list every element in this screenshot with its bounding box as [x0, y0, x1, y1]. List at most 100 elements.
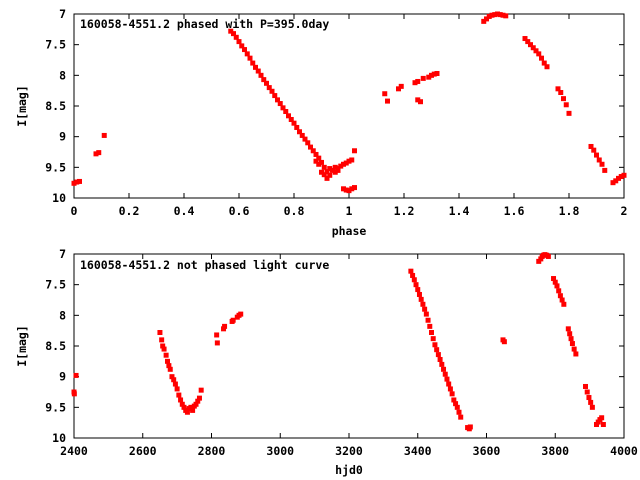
data-point	[178, 397, 184, 403]
data-point	[589, 404, 595, 410]
data-point	[486, 13, 492, 19]
data-point	[247, 55, 253, 61]
data-point	[96, 150, 102, 156]
data-point	[291, 120, 297, 126]
data-point	[571, 346, 577, 352]
data-point	[434, 347, 440, 353]
x-tick-label: 1.4	[449, 204, 470, 218]
data-point	[565, 326, 571, 332]
data-point	[385, 98, 390, 104]
data-point	[435, 352, 441, 358]
data-point	[286, 113, 291, 119]
data-point	[283, 109, 289, 115]
y-tick-label: 7	[59, 7, 66, 21]
plot-title: 160058-4551.2 not phased light curve	[80, 258, 329, 272]
data-point	[324, 169, 330, 175]
data-point	[316, 161, 322, 167]
data-point	[214, 340, 220, 346]
data-point	[458, 414, 464, 420]
y-tick-label: 8.5	[45, 339, 66, 353]
y-tick-label: 7	[59, 247, 66, 261]
data-point	[503, 13, 509, 19]
data-point	[563, 102, 569, 108]
data-point	[561, 96, 566, 102]
data-point	[410, 272, 416, 278]
data-point	[484, 16, 489, 22]
data-point	[319, 169, 324, 175]
y-tick-label: 10	[52, 431, 66, 445]
x-tick-label: 3400	[404, 444, 432, 458]
data-point	[310, 148, 316, 154]
data-point	[71, 391, 77, 397]
y-tick-label: 7.5	[45, 278, 66, 292]
data-point	[266, 85, 272, 91]
data-point	[415, 287, 421, 293]
data-point	[530, 45, 536, 51]
data-point	[297, 129, 302, 135]
data-point	[544, 64, 550, 70]
data-point	[437, 356, 443, 362]
data-point	[77, 178, 82, 184]
data-point	[408, 268, 414, 274]
data-point	[264, 80, 269, 86]
data-point	[242, 47, 247, 53]
data-point	[352, 185, 357, 191]
data-point	[352, 148, 357, 154]
data-point	[618, 174, 624, 180]
x-tick-label: 3600	[473, 444, 501, 458]
data-point	[495, 11, 500, 17]
data-point	[599, 161, 605, 167]
data-point	[321, 172, 327, 178]
data-point	[584, 389, 590, 395]
data-point	[439, 361, 445, 367]
data-point	[481, 18, 487, 24]
data-point	[442, 371, 448, 377]
data-point	[313, 151, 319, 157]
x-tick-label: 2800	[198, 444, 226, 458]
y-ticks: 7 7.5 8 8.5 9 9.5 10	[45, 7, 624, 205]
data-point	[181, 404, 187, 410]
y-tick-label: 9	[59, 130, 66, 144]
data-point	[341, 161, 346, 167]
data-point	[599, 415, 605, 421]
x-tick-label: 1.2	[394, 204, 415, 218]
data-point	[415, 78, 421, 84]
data-point	[313, 158, 319, 164]
data-point	[71, 180, 77, 186]
x-axis-label: phase	[332, 224, 367, 238]
data-point	[238, 311, 244, 317]
data-point	[441, 366, 447, 372]
data-point	[567, 331, 573, 337]
data-point	[327, 166, 333, 172]
data-point	[454, 404, 460, 410]
data-point	[583, 383, 588, 389]
data-point	[172, 381, 178, 387]
data-point	[101, 132, 107, 138]
data-point	[196, 395, 202, 401]
data-point	[561, 301, 567, 307]
data-point	[558, 90, 564, 96]
x-ticks: 2400 2600 2800 3000 3200 3400 3600 3800 4000	[60, 254, 638, 458]
data-point	[422, 306, 428, 312]
data-point	[586, 395, 592, 401]
data-point	[184, 409, 190, 415]
data-point	[501, 339, 507, 345]
data-points	[71, 252, 606, 432]
data-point	[594, 152, 599, 158]
data-point	[610, 180, 616, 186]
x-tick-label: 2600	[129, 444, 157, 458]
y-axis-label: I[mag]	[15, 325, 29, 367]
data-point	[602, 167, 608, 173]
data-point	[539, 55, 544, 61]
data-point	[327, 172, 333, 178]
data-point	[269, 88, 275, 94]
data-point	[163, 352, 169, 358]
data-point	[272, 93, 278, 99]
data-points	[71, 11, 627, 194]
data-point	[429, 330, 434, 336]
data-point	[308, 144, 313, 150]
data-point	[330, 167, 335, 173]
data-point	[174, 386, 180, 392]
data-point	[165, 358, 170, 364]
data-point	[430, 336, 436, 342]
